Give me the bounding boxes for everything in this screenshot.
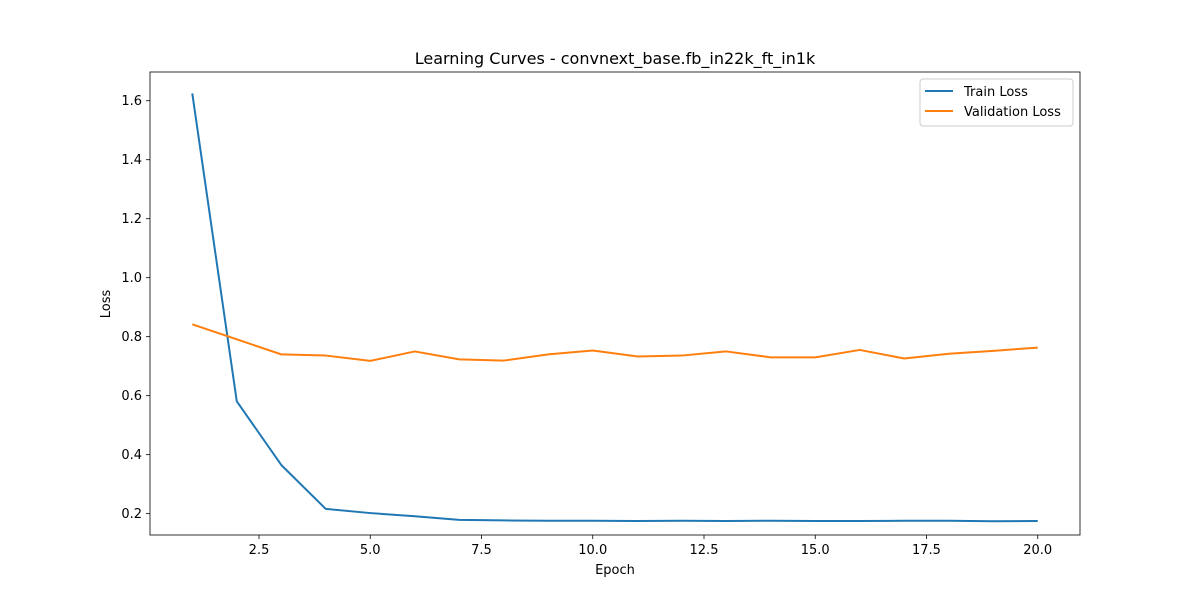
data-point-train-loss-12 xyxy=(681,520,683,522)
x-tick-label: 5.0 xyxy=(360,543,381,558)
data-point-validation-loss-19 xyxy=(992,350,994,352)
data-point-validation-loss-18 xyxy=(948,353,950,355)
x-tick-label: 7.5 xyxy=(471,543,492,558)
data-point-validation-loss-8 xyxy=(503,360,505,362)
data-point-validation-loss-11 xyxy=(636,355,638,357)
x-tick-label: 15.0 xyxy=(801,543,830,558)
data-point-train-loss-8 xyxy=(503,519,505,521)
data-point-validation-loss-20 xyxy=(1037,347,1039,349)
legend-validation-loss-label: Validation Loss xyxy=(964,105,1061,120)
data-point-train-loss-3 xyxy=(280,464,282,466)
data-point-train-loss-11 xyxy=(636,520,638,522)
data-point-validation-loss-13 xyxy=(725,350,727,352)
data-point-train-loss-4 xyxy=(325,508,327,510)
data-point-validation-loss-15 xyxy=(814,356,816,358)
y-tick-label: 0.8 xyxy=(121,330,142,345)
data-point-train-loss-10 xyxy=(592,520,594,522)
data-point-train-loss-16 xyxy=(859,520,861,522)
data-point-validation-loss-2 xyxy=(236,338,238,340)
data-point-validation-loss-3 xyxy=(280,353,282,355)
plot-frame xyxy=(149,71,1081,536)
data-point-validation-loss-4 xyxy=(325,355,327,357)
x-tick-label: 20.0 xyxy=(1023,543,1052,558)
data-point-train-loss-15 xyxy=(814,520,816,522)
series-line-train-loss xyxy=(191,93,1038,523)
series-line-validation-loss xyxy=(191,323,1038,362)
y-tick-label: 1.4 xyxy=(121,153,142,168)
legend-box xyxy=(919,78,1074,127)
plot-area xyxy=(150,72,1080,535)
data-point-train-loss-19 xyxy=(992,520,994,522)
data-point-validation-loss-5 xyxy=(369,360,371,362)
y-axis-label: Loss xyxy=(99,290,114,319)
data-point-validation-loss-6 xyxy=(414,350,416,352)
data-point-train-loss-14 xyxy=(770,520,772,522)
data-point-validation-loss-9 xyxy=(547,353,549,355)
data-point-validation-loss-1 xyxy=(191,323,193,325)
data-point-train-loss-13 xyxy=(725,520,727,522)
data-point-train-loss-1 xyxy=(191,92,193,94)
data-point-train-loss-5 xyxy=(369,512,371,514)
legend: Train Loss Validation Loss xyxy=(919,78,1074,127)
data-point-train-loss-7 xyxy=(458,519,460,521)
x-tick-label: 10.0 xyxy=(578,543,607,558)
y-tick-label: 0.4 xyxy=(121,448,142,463)
legend-train-loss-label: Train Loss xyxy=(963,85,1028,100)
data-point-validation-loss-7 xyxy=(458,358,460,360)
data-point-train-loss-18 xyxy=(948,520,950,522)
x-tick-label: 2.5 xyxy=(249,543,270,558)
data-point-train-loss-20 xyxy=(1037,520,1039,522)
y-tick-label: 1.2 xyxy=(121,212,142,227)
data-point-validation-loss-16 xyxy=(859,349,861,351)
data-point-validation-loss-12 xyxy=(681,355,683,357)
y-axis-ticks: 0.2 0.4 0.6 0.8 1.0 1.2 1.4 1.6 xyxy=(121,94,150,522)
x-axis-ticks: 2.5 5.0 7.5 10.0 12.5 15.0 17.5 20.0 xyxy=(249,535,1052,558)
x-tick-label: 17.5 xyxy=(912,543,941,558)
x-axis-label: Epoch xyxy=(595,563,635,578)
data-point-validation-loss-14 xyxy=(770,356,772,358)
y-tick-label: 0.6 xyxy=(121,389,142,404)
series-layer xyxy=(191,92,1039,523)
data-point-validation-loss-10 xyxy=(592,350,594,352)
y-tick-label: 1.6 xyxy=(121,94,142,109)
data-point-validation-loss-17 xyxy=(903,358,905,360)
y-tick-label: 0.2 xyxy=(121,507,142,522)
y-tick-label: 1.0 xyxy=(121,271,142,286)
chart-title: Learning Curves - convnext_base.fb_in22k… xyxy=(415,49,816,69)
data-point-train-loss-6 xyxy=(414,515,416,517)
data-point-train-loss-9 xyxy=(547,520,549,522)
x-tick-label: 12.5 xyxy=(690,543,719,558)
data-point-train-loss-17 xyxy=(903,520,905,522)
data-point-train-loss-2 xyxy=(236,400,238,402)
